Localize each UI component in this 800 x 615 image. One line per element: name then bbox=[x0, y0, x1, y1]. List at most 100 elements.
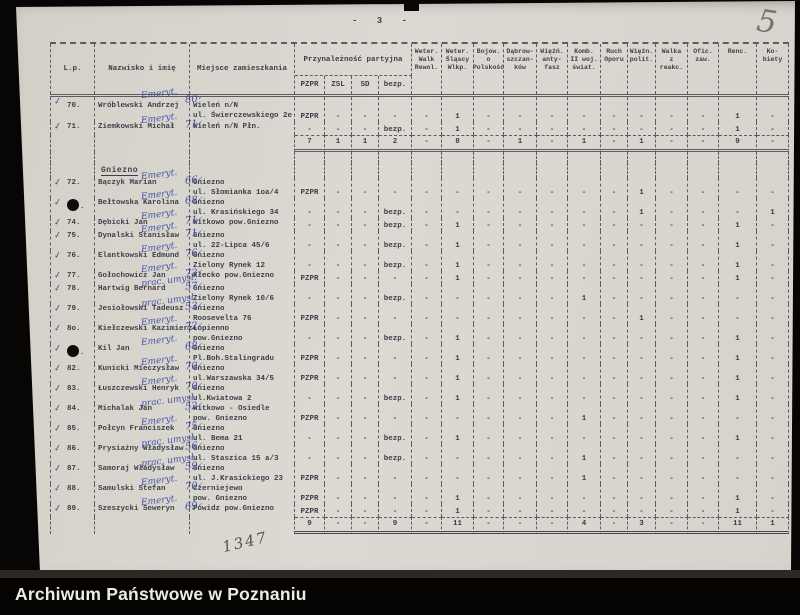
value-cell: - bbox=[537, 424, 568, 444]
value-cell bbox=[352, 152, 379, 163]
value-cell bbox=[719, 152, 757, 163]
value-cell: - bbox=[656, 251, 688, 271]
row-number: ✓ 86. bbox=[50, 443, 95, 464]
table-row: ✓. Kil Jan Emeryt. 68✓ Gniezno Pl.Boh.Staling… bbox=[50, 334, 789, 364]
value-cell: - bbox=[379, 404, 412, 424]
value-cell: - bbox=[628, 97, 656, 122]
value-cell: 1 bbox=[628, 198, 656, 218]
value-cell bbox=[325, 152, 352, 163]
person-name: Bełtowska Karolina Emeryt. 68✓ bbox=[95, 188, 203, 218]
value-cell: - bbox=[412, 231, 442, 251]
value-cell: - bbox=[688, 284, 719, 304]
value-cell: bezp. bbox=[379, 444, 412, 464]
residence: Czerniejewo pow. Gniezno bbox=[190, 484, 295, 504]
row-number: ✓ 8o. bbox=[50, 323, 95, 344]
check-mark: ✓ bbox=[53, 423, 63, 435]
value-cell: bezp. bbox=[379, 251, 412, 271]
value-cell: - bbox=[352, 384, 379, 404]
person-name: Wróblewski Andrzej Emeryt. 80✓ bbox=[95, 87, 203, 122]
residence: Powidz pow.Gniezno bbox=[190, 504, 295, 517]
person-name: Michalak Jan prac. umysł. 52✓ bbox=[95, 393, 203, 424]
value-cell: - bbox=[688, 271, 719, 284]
subtotal-value: - bbox=[688, 517, 719, 534]
value-cell: - bbox=[412, 384, 442, 404]
registry-table: L.p. Nazwisko i imię Miejsce zamieszkani… bbox=[50, 42, 789, 534]
value-cell: - bbox=[601, 364, 628, 384]
table-header: L.p. Nazwisko i imię Miejsce zamieszkani… bbox=[50, 42, 789, 97]
value-cell: - bbox=[688, 218, 719, 231]
value-cell: - bbox=[757, 384, 789, 404]
value-cell: - bbox=[537, 304, 568, 324]
value-cell: - bbox=[474, 424, 504, 444]
value-cell: 1 bbox=[719, 97, 757, 122]
value-cell: 1 bbox=[719, 122, 757, 135]
 bbox=[190, 152, 295, 163]
value-cell: bezp. bbox=[379, 284, 412, 304]
value-cell: - bbox=[688, 231, 719, 251]
subtotal-value: 2 bbox=[379, 135, 412, 152]
value-cell: - bbox=[412, 364, 442, 384]
value-cell: 1 bbox=[442, 424, 474, 444]
value-cell: - bbox=[474, 218, 504, 231]
value-cell: PZPR bbox=[295, 344, 325, 364]
column-header-category: Dąbrow-szczan-ków bbox=[504, 44, 537, 94]
value-cell: - bbox=[656, 484, 688, 504]
handwritten-age: 56✓ bbox=[184, 440, 204, 453]
value-cell: - bbox=[757, 304, 789, 324]
value-cell: - bbox=[379, 97, 412, 122]
value-cell: - bbox=[325, 97, 352, 122]
value-cell: - bbox=[628, 384, 656, 404]
subtotal-value: 9 bbox=[379, 517, 412, 534]
value-cell: - bbox=[295, 218, 325, 231]
residence: Gniezno Zielony Rynek 12 bbox=[190, 251, 295, 271]
residence: Gniezno ul. Staszica 15 a/3 bbox=[190, 444, 295, 464]
value-cell: - bbox=[504, 198, 537, 218]
value-cell: - bbox=[656, 304, 688, 324]
value-cell: - bbox=[601, 231, 628, 251]
value-cell: - bbox=[474, 198, 504, 218]
subtotal-value: - bbox=[601, 135, 628, 152]
 bbox=[95, 152, 190, 163]
subtotal-value: - bbox=[656, 517, 688, 534]
value-cell: - bbox=[379, 271, 412, 284]
value-cell: - bbox=[719, 444, 757, 464]
person-name: Łuszczewski Henryk Emeryt. 70✓ bbox=[95, 374, 203, 404]
residence: Gniezno Zielony Rynek 10/6 bbox=[190, 284, 295, 304]
column-header-category: Weter. Śląscy Wlkp. bbox=[442, 44, 474, 94]
value-cell: - bbox=[601, 404, 628, 424]
value-cell: - bbox=[568, 484, 601, 504]
value-cell: - bbox=[295, 384, 325, 404]
archive-title: Archiwum Państwowe w Poznaniu bbox=[15, 584, 307, 604]
value-cell: - bbox=[352, 444, 379, 464]
value-cell: - bbox=[412, 178, 442, 198]
column-header-party: PZPR bbox=[295, 76, 325, 94]
table-row: ✓ 74. Dębicki Jan Emeryt. 71✓ Witkowo pow.Gni… bbox=[50, 208, 789, 231]
row-number: ✓ 85. bbox=[50, 423, 95, 444]
handwritten-age: 52✓ bbox=[184, 400, 204, 413]
value-cell: - bbox=[537, 344, 568, 364]
value-cell: - bbox=[628, 404, 656, 424]
value-cell: - bbox=[688, 304, 719, 324]
value-cell: - bbox=[352, 484, 379, 504]
column-header-party-group: Przynależność partyjna bbox=[295, 44, 412, 76]
handwritten-age: 66✓ bbox=[184, 174, 204, 187]
value-cell: - bbox=[537, 251, 568, 271]
value-cell: - bbox=[412, 218, 442, 231]
value-cell: - bbox=[568, 324, 601, 344]
value-cell: - bbox=[352, 198, 379, 218]
value-cell: - bbox=[757, 284, 789, 304]
value-cell: - bbox=[757, 364, 789, 384]
value-cell: - bbox=[601, 218, 628, 231]
value-cell: - bbox=[504, 304, 537, 324]
value-cell: - bbox=[412, 404, 442, 424]
value-cell: - bbox=[537, 484, 568, 504]
value-cell: - bbox=[504, 504, 537, 517]
value-cell: 1 bbox=[719, 218, 757, 231]
value-cell: - bbox=[474, 364, 504, 384]
check-mark: ✓ bbox=[53, 503, 63, 515]
value-cell: - bbox=[628, 504, 656, 517]
value-cell bbox=[412, 163, 442, 178]
 bbox=[50, 152, 95, 163]
value-cell: - bbox=[757, 324, 789, 344]
